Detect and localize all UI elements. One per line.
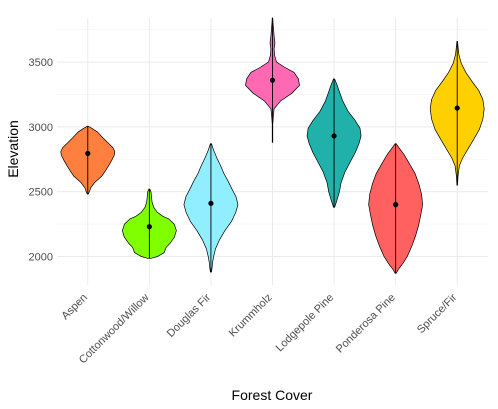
x-tick-label: Cottonwood/Willow: [77, 292, 152, 367]
median-point: [269, 77, 276, 83]
violin-group: [121, 188, 177, 259]
y-axis-title: Elevation: [5, 120, 21, 178]
x-tick-label: Douglas Fir: [165, 291, 213, 339]
median-point: [85, 150, 91, 157]
y-tick-label: 2500: [29, 187, 53, 199]
violin-group: [60, 125, 116, 195]
median-point: [454, 105, 460, 111]
median-point: [146, 224, 152, 230]
violins: [60, 17, 485, 274]
x-axis-title: Forest Cover: [232, 387, 313, 403]
median-point: [393, 202, 399, 208]
y-tick-label: 3000: [29, 122, 53, 134]
x-tick-label: Aspen: [59, 292, 90, 323]
violin-group: [306, 78, 362, 208]
violin-group: [429, 40, 485, 186]
violin-group: [183, 143, 239, 273]
y-axis-ticks: 2000 2500 3000 3500: [29, 57, 53, 263]
median-point: [208, 200, 214, 206]
median-point: [331, 133, 337, 139]
violin-group: [245, 17, 300, 143]
x-tick-label: Krummholz: [227, 292, 275, 340]
x-tick-label: Spruce/Fir: [415, 291, 460, 336]
x-tick-label: Lodgepole Pine: [274, 292, 337, 355]
y-tick-label: 3500: [29, 57, 53, 69]
x-tick-label: Ponderosa Pine: [334, 292, 398, 356]
y-tick-label: 2000: [29, 251, 53, 263]
violin-group: [368, 143, 423, 274]
